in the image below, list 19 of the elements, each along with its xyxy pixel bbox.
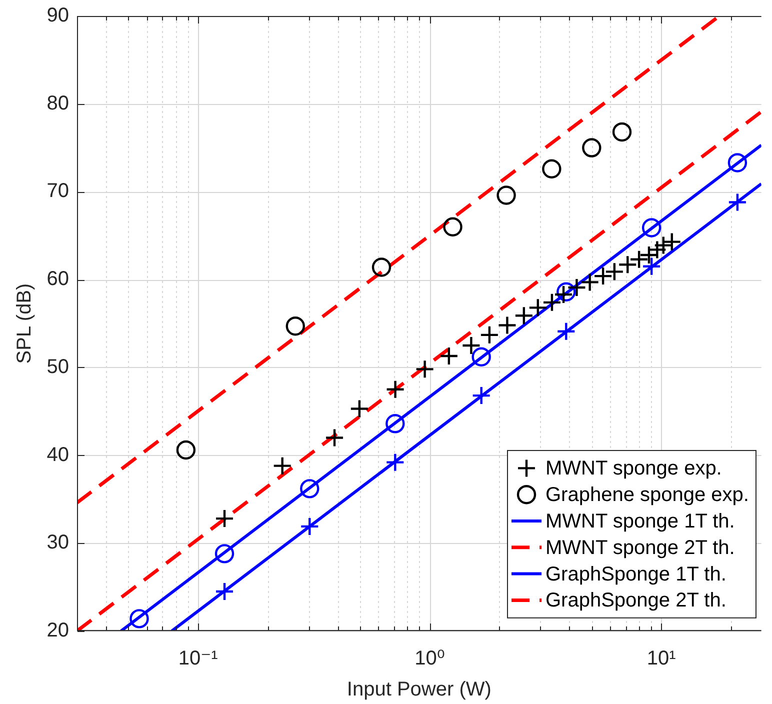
y-tick-label: 30 bbox=[46, 532, 69, 554]
y-tick-label: 50 bbox=[46, 356, 69, 378]
y-tick-label: 80 bbox=[46, 92, 69, 114]
y-tick-label: 90 bbox=[46, 4, 69, 27]
legend-label: MWNT sponge 1T th. bbox=[546, 510, 735, 533]
legend-label: GraphSponge 1T th. bbox=[546, 563, 726, 586]
legend-label: Graphene sponge exp. bbox=[546, 484, 749, 506]
x-tick-label: 10¹ bbox=[646, 648, 676, 670]
legend-label: MWNT sponge 2T th. bbox=[546, 536, 735, 559]
y-tick-label: 60 bbox=[46, 268, 69, 290]
x-axis-title: Input Power (W) bbox=[346, 678, 492, 701]
legend-label: GraphSponge 2T th. bbox=[546, 590, 726, 612]
y-tick-label: 40 bbox=[46, 444, 69, 466]
legend-label: MWNT sponge exp. bbox=[546, 458, 722, 480]
x-tick-label: 10⁻¹ bbox=[178, 648, 218, 670]
y-tick-label: 70 bbox=[46, 180, 69, 202]
y-tick-label: 20 bbox=[46, 620, 69, 642]
x-tick-label: 10⁰ bbox=[414, 648, 445, 670]
y-axis-title: SPL (dB) bbox=[14, 283, 36, 364]
